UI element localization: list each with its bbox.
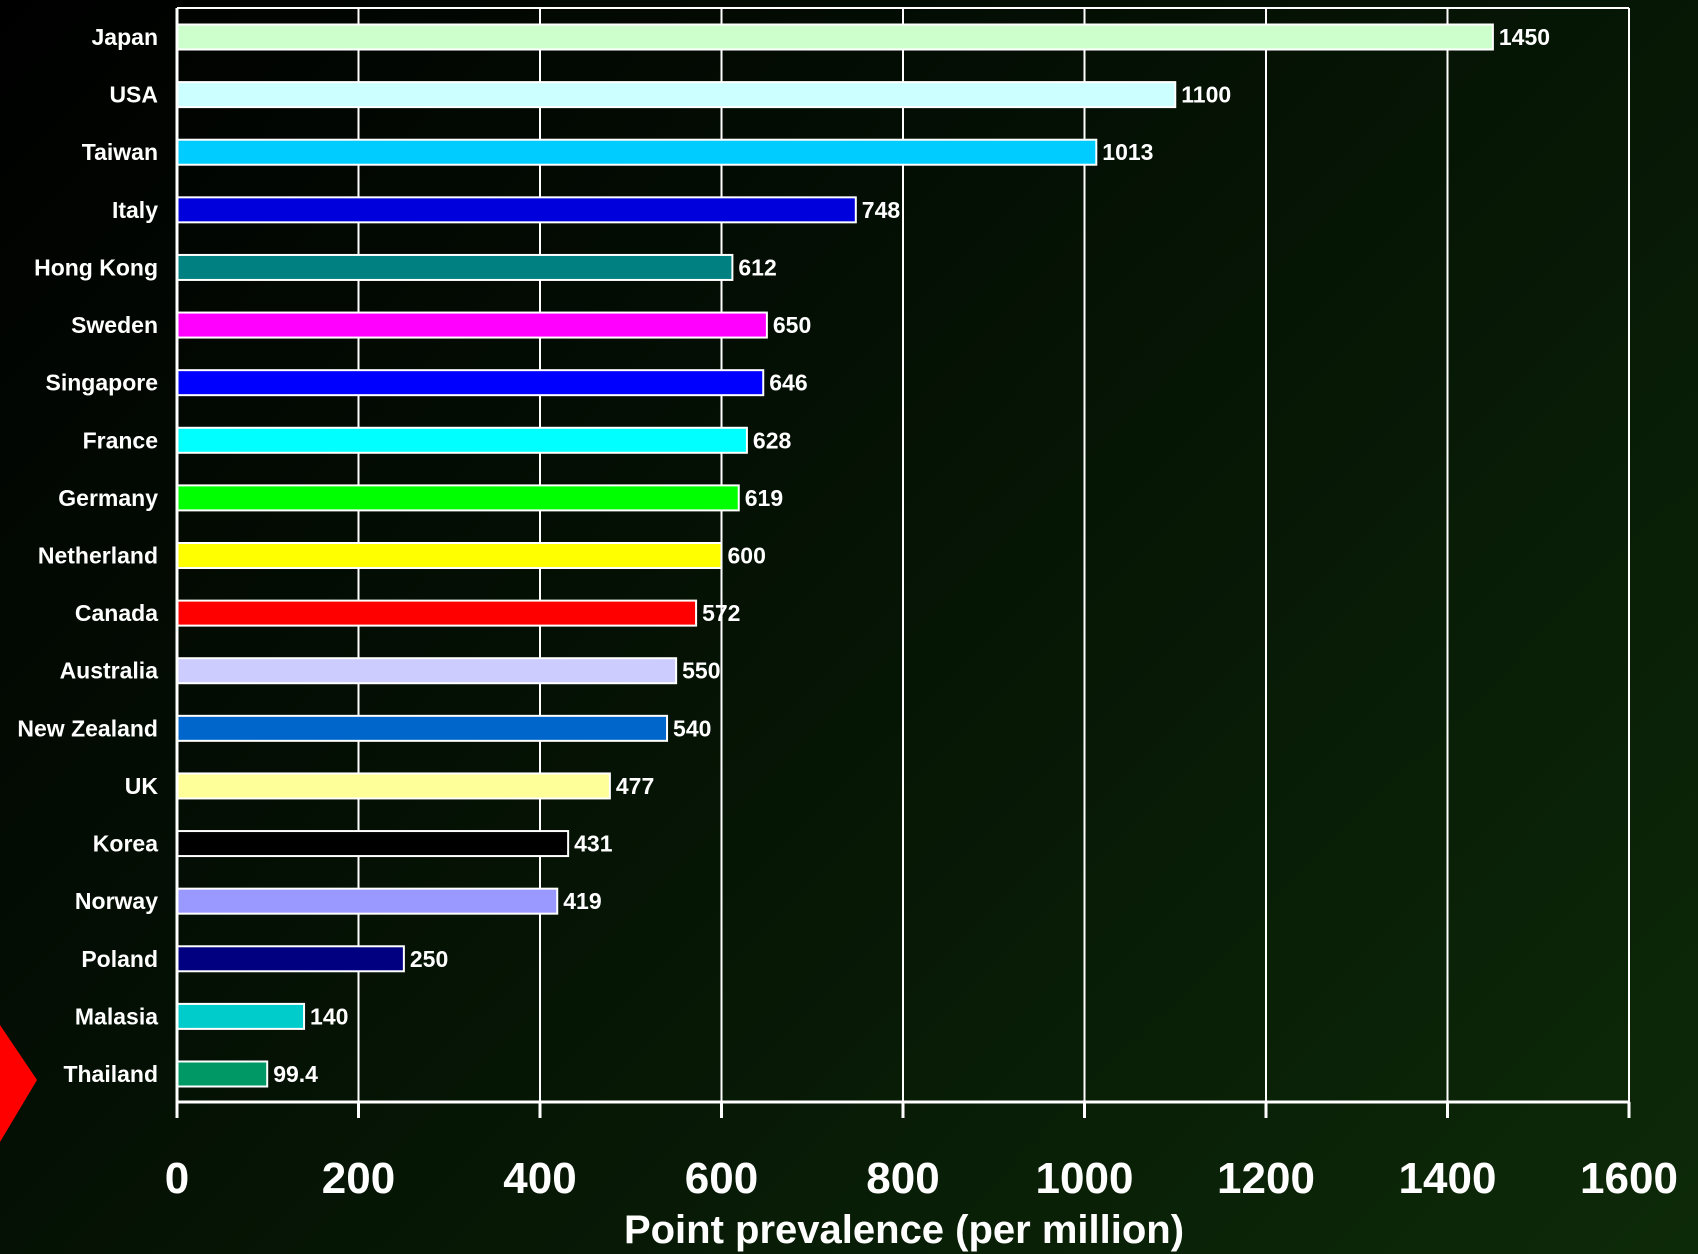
bar-sweden [176,311,768,339]
x-tick-label-1000: 1000 [1036,1154,1134,1203]
x-tick-label-400: 400 [503,1154,576,1203]
x-tick-label-1200: 1200 [1217,1154,1315,1203]
category-label-singapore: Singapore [46,370,158,396]
value-label-hong-kong: 612 [738,254,776,280]
category-label-japan: Japan [92,24,158,50]
category-label-germany: Germany [58,485,158,511]
x-tick-label-0: 0 [165,1154,189,1203]
category-label-uk: UK [125,773,159,799]
bar-new-zealand [176,714,669,742]
bar-thailand [176,1060,269,1088]
value-label-malasia: 140 [310,1003,348,1029]
bar-hong-kong [176,253,734,281]
bar-singapore [176,369,765,397]
gridlines [177,7,1630,1102]
value-label-korea: 431 [574,831,613,857]
bar-italy [176,196,857,224]
value-label-taiwan: 1013 [1102,139,1153,165]
category-labels: Japan USA Taiwan Italy Hong Kong Sweden Singap… [17,24,158,1087]
category-label-canada: Canada [75,600,158,626]
value-label-canada: 572 [702,600,740,626]
bar-canada [176,599,698,627]
category-label-malasia: Malasia [75,1003,158,1029]
value-label-poland: 250 [410,946,448,972]
bar-japan [176,23,1494,51]
category-label-thailand: Thailand [63,1061,158,1087]
category-label-korea: Korea [93,831,158,857]
value-label-australia: 550 [682,658,720,684]
bar-netherland [176,542,723,569]
bar-germany [176,484,740,512]
value-label-netherland: 600 [728,543,766,569]
x-tick-label-200: 200 [322,1154,395,1203]
x-tick-label-1600: 1600 [1580,1154,1678,1203]
category-label-italy: Italy [112,197,158,223]
category-label-australia: Australia [60,658,159,684]
x-axis: 0 200 400 600 800 1000 1200 1400 1600 [165,8,1678,1203]
value-label-singapore: 646 [769,370,807,396]
x-tick-label-600: 600 [685,1154,758,1203]
category-label-france: France [83,427,158,453]
bar-australia [176,657,678,685]
bar-usa [176,81,1177,109]
bar-taiwan [176,138,1098,166]
x-tick-label-800: 800 [866,1154,939,1203]
category-label-hong-kong: Hong Kong [34,254,158,280]
value-label-sweden: 650 [773,312,811,338]
category-label-poland: Poland [81,946,158,972]
value-label-norway: 419 [563,888,601,914]
bar-france [176,426,748,454]
value-label-uk: 477 [616,773,654,799]
value-label-thailand: 99.4 [273,1061,318,1087]
x-tick-label-1400: 1400 [1399,1154,1497,1203]
bar-uk [176,772,611,800]
value-label-france: 628 [753,427,792,453]
bar-norway [176,887,559,915]
category-label-taiwan: Taiwan [82,139,158,165]
bars [176,23,1494,1088]
category-label-usa: USA [109,82,158,108]
x-axis-title: Point prevalence (per million) [624,1208,1184,1252]
highlight-arrow-marker [0,1025,37,1142]
value-label-japan: 1450 [1499,24,1550,50]
value-label-new-zealand: 540 [673,715,711,741]
category-label-netherland: Netherland [38,543,158,569]
category-label-new-zealand: New Zealand [17,715,158,741]
value-label-usa: 1100 [1181,82,1231,108]
bar-korea [176,830,570,858]
bar-malasia [176,1002,306,1030]
value-labels: 1450 1100 1013 748 612 650 646 628 619 600 572 550 5… [273,24,1550,1087]
category-label-norway: Norway [75,888,158,914]
bar-poland [176,945,405,973]
value-label-italy: 748 [862,197,901,223]
category-label-sweden: Sweden [71,312,158,338]
value-label-germany: 619 [745,485,783,511]
